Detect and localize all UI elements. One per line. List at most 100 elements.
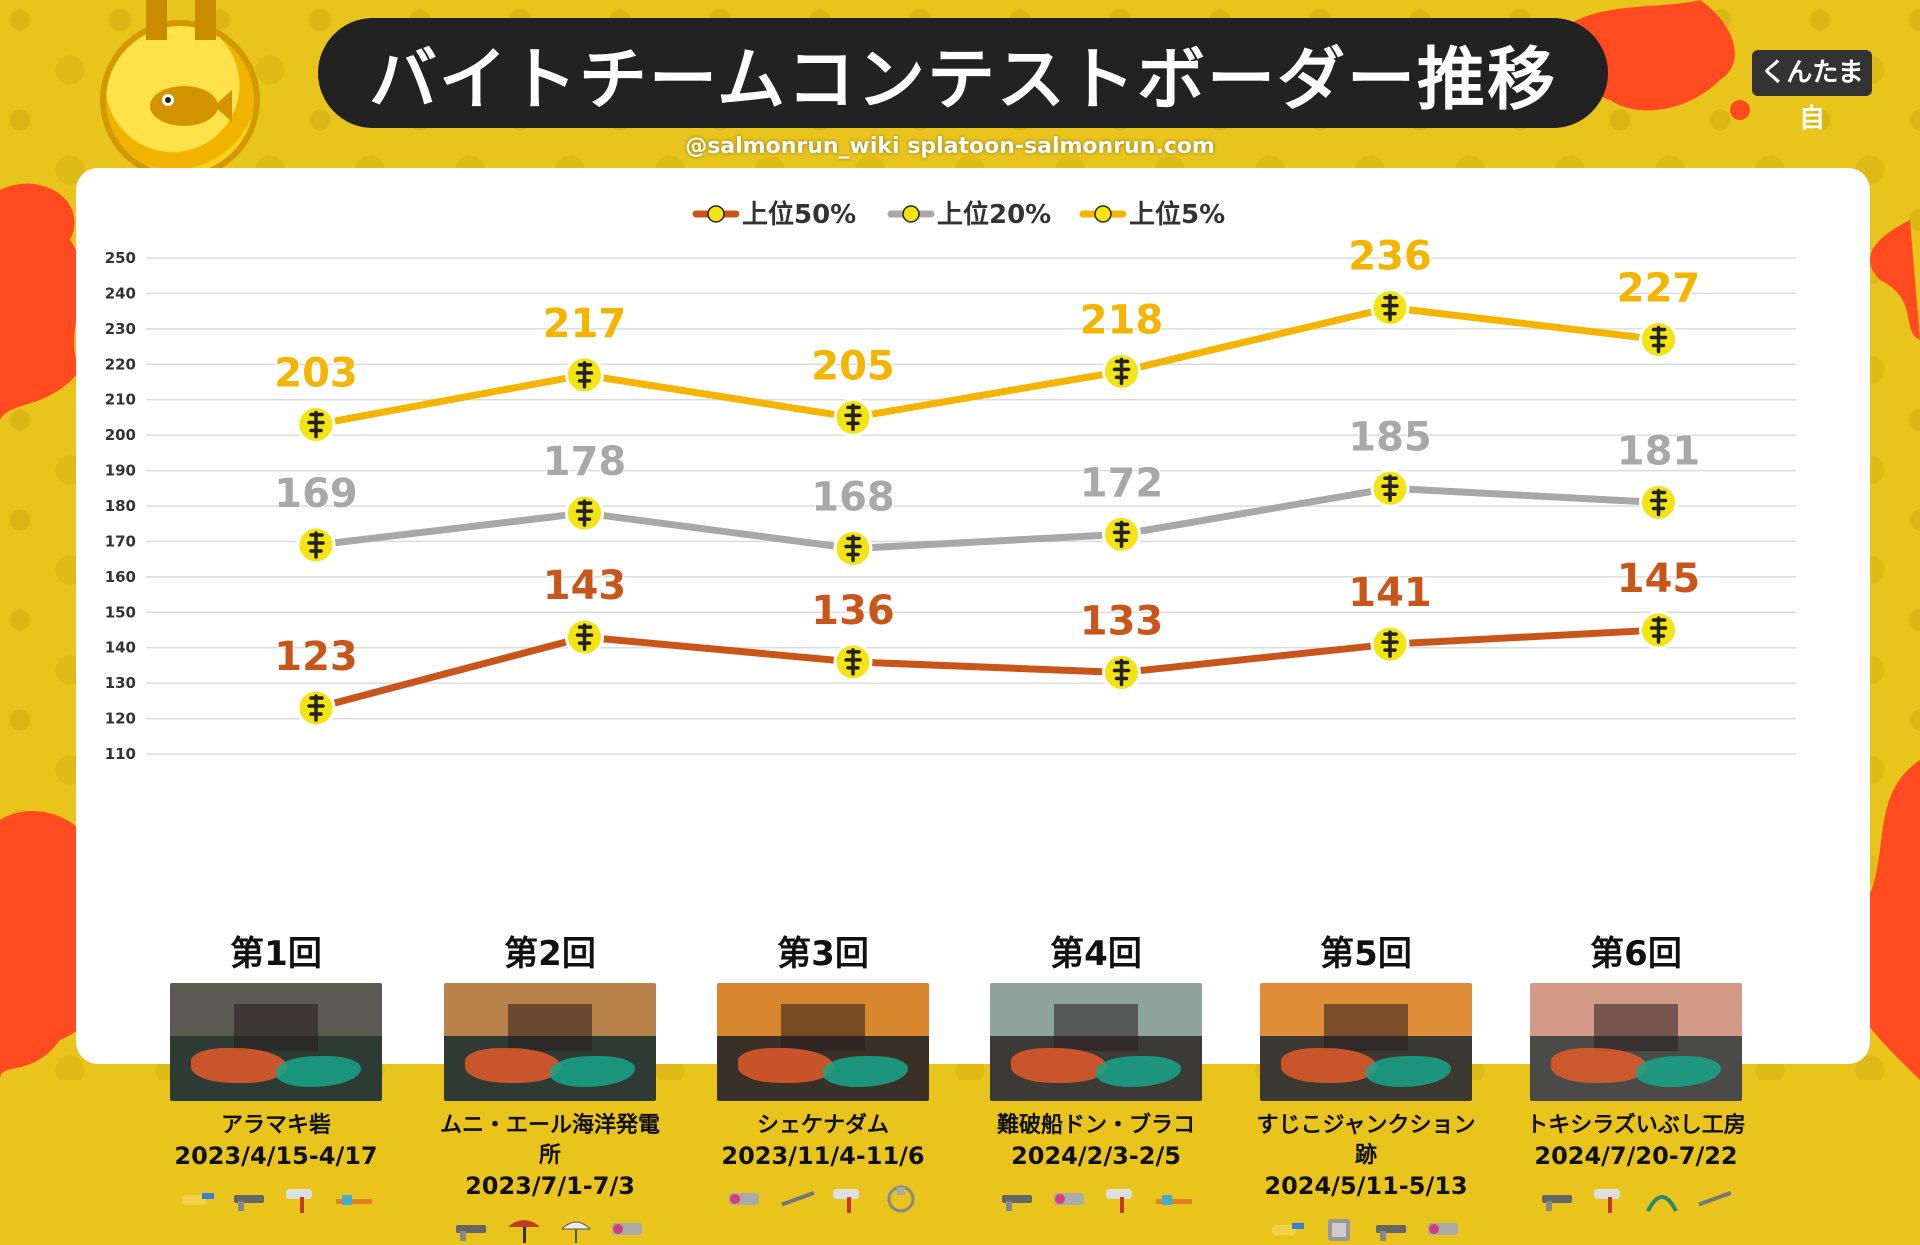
data-label: 217 [543, 301, 627, 347]
splatling-icon [1054, 1193, 1084, 1205]
salmon-marker-icon [1649, 325, 1668, 354]
dualies-icon [887, 1185, 915, 1213]
round-label: 第4回 [1050, 934, 1142, 974]
data-label: 141 [1348, 570, 1432, 616]
salmon-marker-icon [1649, 488, 1668, 517]
y-tick-label: 120 [105, 710, 136, 728]
stage-date: 2023/7/1-7/3 [465, 1172, 635, 1200]
data-label: 185 [1348, 414, 1432, 460]
stage-date: 2024/2/3-2/5 [1011, 1142, 1181, 1170]
data-label: 236 [1348, 234, 1432, 280]
roller-icon [286, 1189, 312, 1213]
data-label: 178 [543, 439, 627, 485]
stage-date: 2023/11/4-11/6 [721, 1142, 925, 1170]
data-label: 227 [1617, 265, 1701, 311]
stage-card: 第2回 ムニ・エール海洋発電所 2023/7/1-7/3 [435, 926, 665, 1245]
stage-thumbnail [990, 983, 1202, 1101]
weapon-list [1521, 1183, 1751, 1215]
stage-date: 2023/4/15-4/17 [174, 1142, 378, 1170]
data-label: 169 [274, 471, 358, 517]
roller-icon [1594, 1189, 1620, 1213]
page-title: バイトチームコンテストボーダー推移 [369, 40, 1557, 120]
splatling-icon [612, 1223, 642, 1235]
splatana-icon [1698, 1190, 1732, 1207]
salmon-marker-icon [844, 648, 862, 676]
weapon-list [435, 1213, 665, 1245]
charger-icon [336, 1195, 372, 1205]
y-tick-label: 150 [105, 603, 136, 621]
legend-marker [707, 205, 725, 223]
roller-icon [1106, 1189, 1132, 1213]
round-label: 第1回 [230, 934, 322, 974]
salmon-marker-icon [1112, 357, 1131, 386]
stringer-icon [1646, 1195, 1678, 1212]
data-label: 203 [274, 351, 358, 397]
stage-name: シェケナダム [756, 1113, 889, 1138]
salmon-marker-icon [1112, 658, 1131, 687]
round-label: 第5回 [1320, 934, 1412, 974]
y-tick-label: 200 [105, 426, 136, 444]
slosher-icon [1328, 1219, 1350, 1241]
y-tick-label: 180 [105, 497, 136, 515]
shooter-icon [456, 1225, 486, 1241]
data-label: 172 [1080, 460, 1164, 506]
round-label: 第3回 [777, 934, 869, 974]
data-label: 143 [543, 563, 627, 609]
splatana-icon [781, 1190, 815, 1207]
splatling-icon [729, 1193, 759, 1205]
y-tick-label: 140 [105, 639, 136, 657]
data-label: 133 [1080, 599, 1164, 645]
splatling-icon [1428, 1223, 1458, 1235]
round-label: 第6回 [1590, 934, 1682, 974]
legend-marker [902, 205, 920, 223]
data-label: 145 [1617, 556, 1701, 602]
weapon-list [1251, 1213, 1481, 1245]
brand-logo: くんたま 自 [1752, 50, 1872, 134]
legend-label: 上位5% [1129, 199, 1225, 230]
chart-panel: 110 120 130 140 150 160 170 180 190 200 210 220 230 2… [76, 168, 1870, 1243]
stage-card: 第4回 難破船ドン・ブラコ 2024/2/3-2/5 [981, 926, 1211, 1215]
y-tick-label: 170 [105, 532, 136, 550]
round-label: 第2回 [504, 934, 596, 974]
blaster-icon [182, 1193, 214, 1205]
y-tick-label: 160 [105, 568, 136, 586]
brella-icon [508, 1220, 540, 1243]
y-tick-label: 220 [105, 355, 136, 373]
legend-label: 上位50% [742, 199, 856, 230]
stage-thumbnail [1530, 983, 1742, 1101]
credit-text: @salmonrun_wiki splatoon-salmonrun.com [685, 134, 1215, 159]
stage-thumbnail [170, 983, 382, 1101]
series-line [315, 304, 1659, 428]
salmon-marker-icon [1381, 293, 1399, 322]
data-label: 181 [1617, 428, 1701, 474]
shooter-icon [1376, 1225, 1406, 1241]
y-tick-label: 110 [105, 745, 136, 763]
stage-name: ムニ・エール海洋発電所 [439, 1113, 660, 1168]
salmon-marker-icon [1381, 474, 1399, 503]
stage-date: 2024/7/20-7/22 [1534, 1142, 1738, 1170]
stage-name: 難破船ドン・ブラコ [996, 1113, 1195, 1138]
stage-date: 2024/5/11-5/13 [1264, 1172, 1468, 1200]
charger-icon [1156, 1195, 1192, 1205]
y-tick-label: 250 [105, 249, 136, 267]
gold-medal-badge [100, 0, 260, 180]
salmon-marker-icon [1112, 520, 1131, 549]
stage-name: アラマキ砦 [220, 1113, 331, 1138]
salmon-marker-icon [844, 403, 862, 432]
shooter-icon [1002, 1195, 1032, 1211]
legend-label: 上位20% [937, 199, 1051, 230]
salmon-marker-icon [575, 623, 594, 651]
shooter-icon [234, 1195, 264, 1211]
y-tick-label: 190 [105, 462, 136, 480]
shooter-icon [1542, 1195, 1572, 1211]
stage-name: トキシラズいぶし工房 [1526, 1113, 1746, 1138]
data-label: 168 [811, 475, 895, 521]
data-label: 123 [274, 634, 358, 680]
weapon-list [161, 1183, 391, 1215]
salmon-fish-icon [150, 86, 232, 126]
stage-name: すじこジャンクション跡 [1256, 1113, 1476, 1168]
salmon-marker-icon [307, 694, 325, 722]
series-line [315, 484, 1659, 553]
legend-marker [1094, 205, 1112, 223]
data-label: 218 [1080, 297, 1164, 343]
